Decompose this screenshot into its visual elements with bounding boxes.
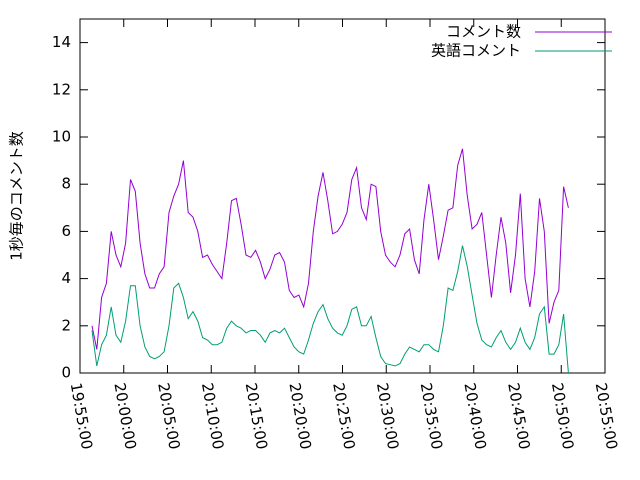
x-tick-label: 20:05:00 — [154, 381, 183, 450]
legend-label: コメント数 — [446, 23, 521, 41]
y-tick-label: 4 — [61, 269, 71, 287]
y-axis-label: 1秒毎のコメント数 — [8, 131, 26, 261]
x-tick-label: 20:30:00 — [373, 381, 402, 450]
x-tick-label: 20:20:00 — [285, 381, 314, 450]
x-tick-label: 20:25:00 — [329, 381, 358, 450]
series-line — [91, 148, 569, 350]
y-tick-label: 10 — [52, 128, 71, 146]
y-tick-label: 0 — [61, 364, 71, 382]
x-tick-label: 20:00:00 — [110, 381, 139, 450]
series-line — [91, 245, 569, 374]
x-tick-label: 20:55:00 — [592, 381, 621, 450]
x-tick-label: 20:35:00 — [417, 381, 446, 450]
x-tick-label: 20:50:00 — [548, 381, 577, 450]
x-tick-label: 20:15:00 — [242, 381, 271, 450]
legend-label: 英語コメント — [431, 42, 521, 60]
plot-border — [79, 18, 606, 374]
y-tick-label: 2 — [61, 316, 71, 334]
x-tick-label: 20:45:00 — [504, 381, 533, 450]
y-tick-label: 12 — [52, 80, 71, 98]
y-tick-label: 8 — [61, 175, 71, 193]
x-tick-label: 20:10:00 — [198, 381, 227, 450]
x-tick-label: 19:55:00 — [67, 381, 96, 450]
y-tick-label: 6 — [61, 222, 71, 240]
x-tick-label: 20:40:00 — [460, 381, 489, 450]
y-tick-label: 14 — [52, 33, 71, 51]
